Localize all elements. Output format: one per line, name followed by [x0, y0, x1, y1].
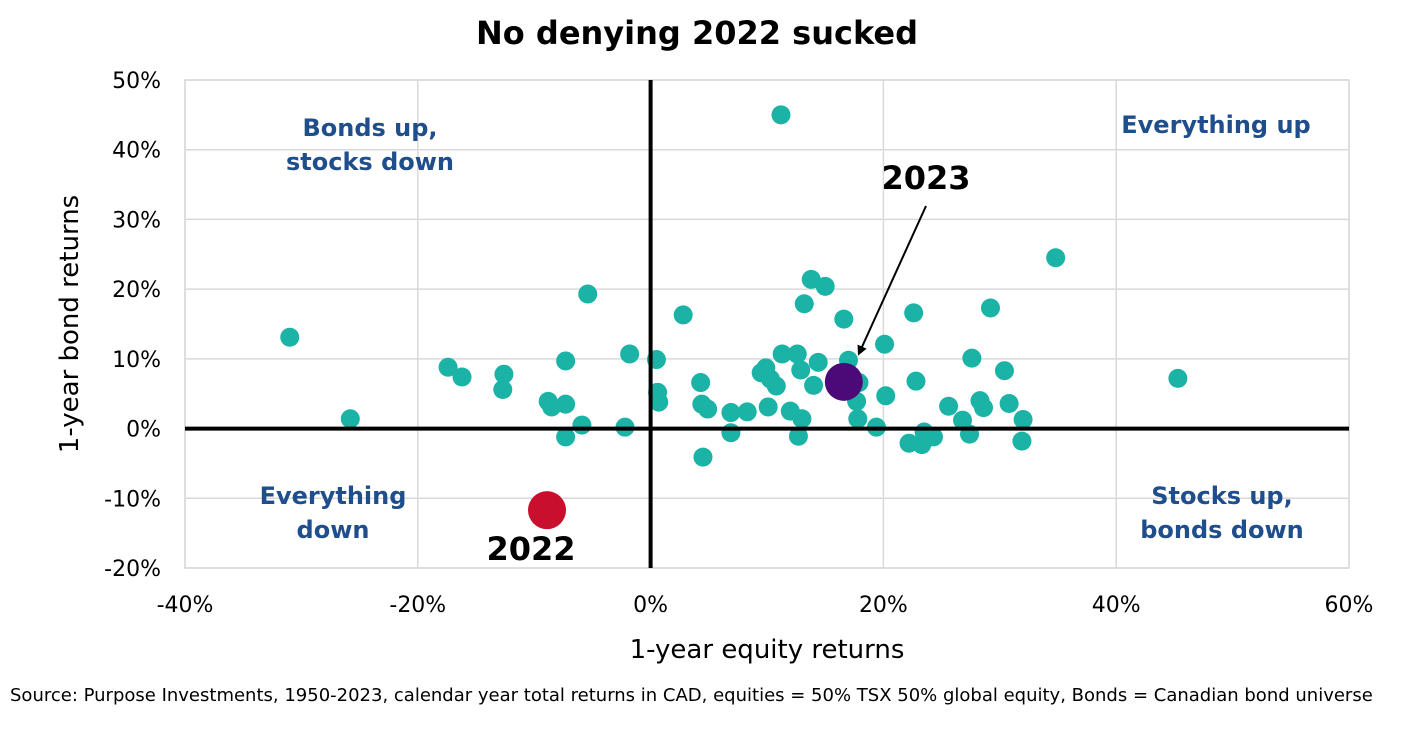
data-point	[556, 427, 576, 447]
source-note: Source: Purpose Investments, 1950-2023, …	[10, 685, 1373, 706]
highlight-point-2022	[528, 491, 567, 530]
scatter-chart: No denying 2022 sucked -40% -20% 0% 20% 40% 6…	[55, 14, 1373, 665]
data-point	[691, 373, 711, 393]
data-point	[673, 305, 693, 325]
y-tick-label: 10%	[112, 348, 161, 373]
data-point	[904, 303, 924, 323]
quadrant-label-stocks-up-bonds-down: bonds down	[1140, 516, 1304, 544]
y-tick-label: 30%	[112, 208, 161, 233]
x-tick-label: 20%	[859, 593, 908, 618]
data-point	[280, 327, 300, 347]
quadrant-label-everything-down: Everything	[260, 482, 407, 510]
y-tick-label: 20%	[112, 278, 161, 303]
data-point	[693, 447, 713, 467]
y-axis-title: 1-year bond returns	[55, 195, 85, 453]
y-tick-label: -20%	[104, 557, 161, 582]
data-point	[787, 344, 807, 364]
arrow-2023	[857, 205, 927, 356]
data-point	[438, 357, 458, 377]
data-point	[1012, 431, 1032, 451]
quadrant-label-bonds-up-stocks-down: Bonds up,	[302, 114, 437, 142]
data-point	[804, 375, 824, 395]
data-point	[556, 394, 576, 414]
quadrant-label-stocks-up-bonds-down: Stocks up,	[1151, 482, 1292, 510]
data-point	[834, 309, 854, 329]
highlighted-years: 2022 2023	[486, 159, 970, 568]
data-point	[721, 403, 741, 423]
highlight-point-2023	[824, 362, 863, 401]
x-tick-label: 40%	[1092, 593, 1141, 618]
data-point	[771, 105, 791, 125]
data-point	[906, 371, 926, 391]
data-point	[1168, 368, 1188, 388]
data-point	[572, 415, 592, 435]
data-point	[649, 392, 669, 412]
data-point	[772, 344, 792, 364]
data-point	[923, 427, 943, 447]
data-point	[808, 352, 828, 372]
data-point	[794, 294, 814, 314]
data-point	[340, 409, 360, 429]
x-tick-label: 60%	[1325, 593, 1374, 618]
data-point	[974, 398, 994, 418]
y-tick-label: 0%	[126, 418, 161, 443]
data-point	[493, 380, 513, 400]
quadrant-label-everything-down: down	[297, 516, 370, 544]
data-point	[766, 376, 786, 396]
data-point	[1046, 248, 1066, 268]
data-point	[698, 399, 718, 419]
data-point	[980, 298, 1000, 318]
highlight-label-2022: 2022	[486, 530, 575, 568]
data-point	[999, 393, 1019, 413]
data-point	[494, 364, 514, 384]
data-point	[815, 276, 835, 296]
data-point	[452, 367, 472, 387]
y-tick-label: 40%	[112, 139, 161, 164]
data-point	[791, 360, 811, 380]
x-tick-label: -20%	[389, 593, 446, 618]
highlight-label-2023: 2023	[881, 159, 970, 197]
chart-title: No denying 2022 sucked	[476, 14, 918, 52]
data-point	[721, 423, 741, 443]
data-point	[876, 386, 896, 406]
data-point	[556, 351, 576, 371]
data-point	[994, 361, 1014, 381]
y-tick-label: -10%	[104, 487, 161, 512]
data-point	[737, 402, 757, 422]
data-point	[620, 344, 640, 364]
x-axis-title: 1-year equity returns	[630, 635, 905, 665]
data-point	[962, 348, 982, 368]
data-point	[792, 409, 812, 429]
y-tick-label: 50%	[112, 69, 161, 94]
quadrant-labels: Bonds up, stocks down Everything up Everyth…	[260, 111, 1311, 544]
quadrant-label-bonds-up-stocks-down: stocks down	[286, 148, 454, 176]
quadrant-label-everything-up: Everything up	[1121, 111, 1310, 139]
data-point	[578, 284, 598, 304]
data-point	[875, 334, 895, 354]
x-tick-label: 0%	[633, 593, 668, 618]
data-point	[848, 409, 868, 429]
data-point	[939, 396, 959, 416]
data-point	[788, 426, 808, 446]
x-tick-label: -40%	[157, 593, 214, 618]
tick-labels: -40% -20% 0% 20% 40% 60% -20% -10% 0% 10% 20% 30% 40…	[104, 69, 1373, 618]
zero-axes	[185, 80, 1349, 568]
data-point	[1013, 410, 1033, 430]
data-point	[758, 397, 778, 417]
